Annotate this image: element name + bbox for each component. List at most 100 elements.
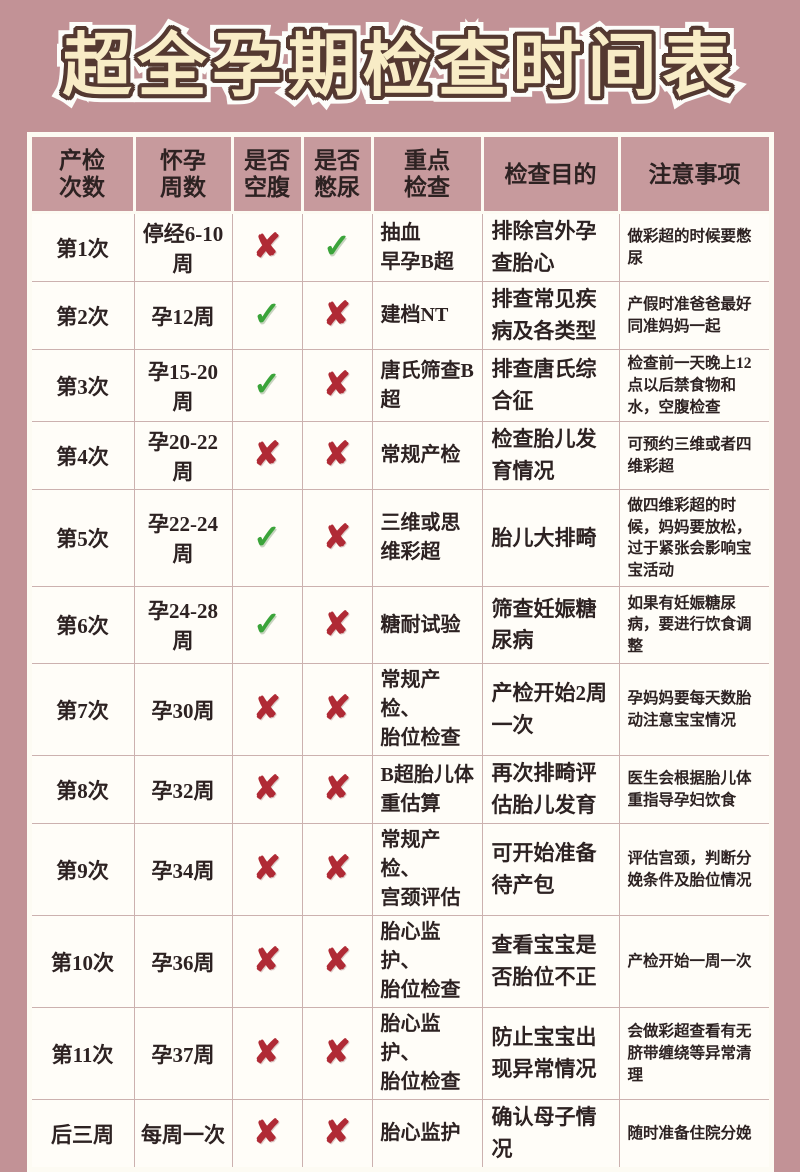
check-cross-icon: ✘ bbox=[253, 943, 281, 980]
hold-urine-cell: ✘ bbox=[301, 281, 373, 351]
notes-cell: 做彩超的时候要憋尿 bbox=[618, 212, 772, 283]
visit-cell: 第11次 bbox=[28, 1007, 135, 1101]
hold-urine-cell: ✘ bbox=[301, 823, 373, 917]
key-checks-cell: B超胎儿体重估算 bbox=[371, 755, 483, 825]
header-hold-urine: 是否 憋尿 bbox=[300, 132, 374, 215]
table-row: 第4次 孕20-22周 ✘ ✘ 常规产检 检查胎儿发育情况 可预约三维或者四维彩… bbox=[28, 421, 772, 491]
header-notes: 注意事项 bbox=[617, 132, 773, 215]
table-row: 第11次 孕37周 ✘ ✘ 胎心监护、 胎位检查 防止宝宝出现异常情况 会做彩超… bbox=[28, 1007, 772, 1101]
key-checks-cell: 唐氏筛查B超 bbox=[371, 349, 483, 423]
key-checks-cell: 糖耐试验 bbox=[371, 586, 483, 665]
table-body: 第1次 停经6-10周 ✘ ✓ 抽血 早孕B超 排除宫外孕查胎心 做彩超的时候要… bbox=[28, 212, 772, 1171]
fasting-cell: ✓ bbox=[231, 349, 303, 423]
visit-cell: 第3次 bbox=[28, 349, 135, 423]
visit-cell: 第10次 bbox=[28, 915, 135, 1009]
weeks-cell: 孕22-24周 bbox=[133, 489, 233, 588]
table-header: 产检 次数 怀孕 周数 是否 空腹 是否 憋尿 重点 检查 检查目的 注意事项 bbox=[27, 132, 773, 215]
purpose-cell: 排查唐氏综合征 bbox=[481, 349, 620, 423]
table-row: 第10次 孕36周 ✘ ✘ 胎心监护、 胎位检查 查看宝宝是否胎位不正 产检开始… bbox=[28, 915, 772, 1009]
check-cross-icon: ✘ bbox=[253, 691, 281, 728]
table-row: 第9次 孕34周 ✘ ✘ 常规产检、 宫颈评估 可开始准备待产包 评估宫颈，判断… bbox=[28, 823, 772, 917]
purpose-cell: 防止宝宝出现异常情况 bbox=[481, 1007, 620, 1101]
table-row: 后三周 每周一次 ✘ ✘ 胎心监护 确认母子情况 随时准备住院分娩 bbox=[28, 1099, 772, 1171]
key-checks-cell: 抽血 早孕B超 bbox=[371, 212, 483, 283]
weeks-cell: 孕32周 bbox=[133, 755, 233, 825]
hold-urine-cell: ✓ bbox=[301, 212, 373, 283]
hold-urine-cell: ✘ bbox=[301, 421, 373, 491]
check-cross-icon: ✘ bbox=[253, 851, 281, 888]
key-checks-cell: 常规产检、 宫颈评估 bbox=[371, 823, 483, 917]
notes-cell: 随时准备住院分娩 bbox=[618, 1099, 772, 1171]
header-key-checks: 重点 检查 bbox=[370, 132, 484, 215]
key-checks-cell: 胎心监护 bbox=[371, 1099, 483, 1171]
fasting-cell: ✘ bbox=[231, 823, 303, 917]
hold-urine-cell: ✘ bbox=[301, 489, 373, 588]
table-row: 第7次 孕30周 ✘ ✘ 常规产检、 胎位检查 产检开始2周一次 孕妈妈要每天数… bbox=[28, 663, 772, 757]
fasting-cell: ✘ bbox=[231, 421, 303, 491]
notes-cell: 可预约三维或者四维彩超 bbox=[618, 421, 772, 491]
check-cross-icon: ✘ bbox=[323, 771, 351, 808]
weeks-cell: 孕20-22周 bbox=[133, 421, 233, 491]
header-fasting: 是否 空腹 bbox=[230, 132, 304, 215]
check-cross-icon: ✘ bbox=[323, 367, 351, 404]
check-cross-icon: ✘ bbox=[253, 437, 281, 474]
weeks-cell: 停经6-10周 bbox=[133, 212, 233, 283]
key-checks-cell: 常规产检 bbox=[371, 421, 483, 491]
key-checks-cell: 三维或思维彩超 bbox=[371, 489, 483, 588]
fasting-cell: ✘ bbox=[231, 1007, 303, 1101]
purpose-cell: 排查常见疾病及各类型 bbox=[481, 281, 620, 351]
purpose-cell: 再次排畸评估胎儿发育 bbox=[481, 755, 620, 825]
visit-cell: 第8次 bbox=[28, 755, 135, 825]
check-cross-icon: ✘ bbox=[253, 229, 281, 266]
fasting-cell: ✓ bbox=[231, 586, 303, 665]
notes-cell: 孕妈妈要每天数胎动注意宝宝情况 bbox=[618, 663, 772, 757]
checkup-schedule-table: 产检 次数 怀孕 周数 是否 空腹 是否 憋尿 重点 检查 检查目的 注意事项 … bbox=[26, 132, 774, 1172]
fasting-cell: ✘ bbox=[231, 915, 303, 1009]
check-cross-icon: ✘ bbox=[253, 771, 281, 808]
check-cross-icon: ✘ bbox=[323, 606, 351, 643]
fasting-cell: ✓ bbox=[231, 281, 303, 351]
key-checks-cell: 胎心监护、 胎位检查 bbox=[371, 1007, 483, 1101]
check-cross-icon: ✘ bbox=[323, 943, 351, 980]
purpose-cell: 排除宫外孕查胎心 bbox=[481, 212, 620, 283]
purpose-cell: 可开始准备待产包 bbox=[481, 823, 620, 917]
key-checks-cell: 建档NT bbox=[371, 281, 483, 351]
purpose-cell: 胎儿大排畸 bbox=[481, 489, 620, 588]
check-cross-icon: ✘ bbox=[253, 1035, 281, 1072]
table-row: 第1次 停经6-10周 ✘ ✓ 抽血 早孕B超 排除宫外孕查胎心 做彩超的时候要… bbox=[28, 212, 772, 283]
hold-urine-cell: ✘ bbox=[301, 755, 373, 825]
visit-cell: 第5次 bbox=[28, 489, 135, 588]
table-row: 第8次 孕32周 ✘ ✘ B超胎儿体重估算 再次排畸评估胎儿发育 医生会根据胎儿… bbox=[28, 755, 772, 825]
check-cross-icon: ✘ bbox=[323, 691, 351, 728]
check-cross-icon: ✘ bbox=[323, 851, 351, 888]
hold-urine-cell: ✘ bbox=[301, 586, 373, 665]
table-row: 第5次 孕22-24周 ✓ ✘ 三维或思维彩超 胎儿大排畸 做四维彩超的时候，妈… bbox=[28, 489, 772, 588]
check-cross-icon: ✓ bbox=[253, 367, 281, 404]
header-row: 产检 次数 怀孕 周数 是否 空腹 是否 憋尿 重点 检查 检查目的 注意事项 bbox=[27, 132, 773, 215]
check-cross-icon: ✓ bbox=[253, 606, 281, 643]
hold-urine-cell: ✘ bbox=[301, 349, 373, 423]
page-title-text: 超全孕期检查时间表 bbox=[62, 27, 738, 104]
notes-cell: 会做彩超查看有无脐带缠绕等异常清理 bbox=[618, 1007, 772, 1101]
purpose-cell: 筛查妊娠糖尿病 bbox=[481, 586, 620, 665]
check-cross-icon: ✘ bbox=[323, 1035, 351, 1072]
table-row: 第2次 孕12周 ✓ ✘ 建档NT 排查常见疾病及各类型 产假时准爸爸最好同准妈… bbox=[28, 281, 772, 351]
notes-cell: 做四维彩超的时候，妈妈要放松，过于紧张会影响宝宝活动 bbox=[618, 489, 772, 588]
notes-cell: 评估宫颈，判断分娩条件及胎位情况 bbox=[618, 823, 772, 917]
visit-cell: 第9次 bbox=[28, 823, 135, 917]
notes-cell: 医生会根据胎儿体重指导孕妇饮食 bbox=[618, 755, 772, 825]
page-title-halo: 超全孕期检查时间表 bbox=[55, 19, 740, 112]
purpose-cell: 查看宝宝是否胎位不正 bbox=[481, 915, 620, 1009]
weeks-cell: 孕34周 bbox=[133, 823, 233, 917]
weeks-cell: 每周一次 bbox=[133, 1099, 233, 1171]
header-visit-count: 产检 次数 bbox=[27, 132, 136, 215]
hold-urine-cell: ✘ bbox=[301, 915, 373, 1009]
check-cross-icon: ✓ bbox=[323, 229, 351, 266]
hold-urine-cell: ✘ bbox=[301, 663, 373, 757]
weeks-cell: 孕37周 bbox=[133, 1007, 233, 1101]
check-cross-icon: ✘ bbox=[323, 437, 351, 474]
header-pregnancy-weeks: 怀孕 周数 bbox=[132, 132, 234, 215]
purpose-cell: 检查胎儿发育情况 bbox=[481, 421, 620, 491]
fasting-cell: ✘ bbox=[231, 1099, 303, 1171]
hold-urine-cell: ✘ bbox=[301, 1007, 373, 1101]
